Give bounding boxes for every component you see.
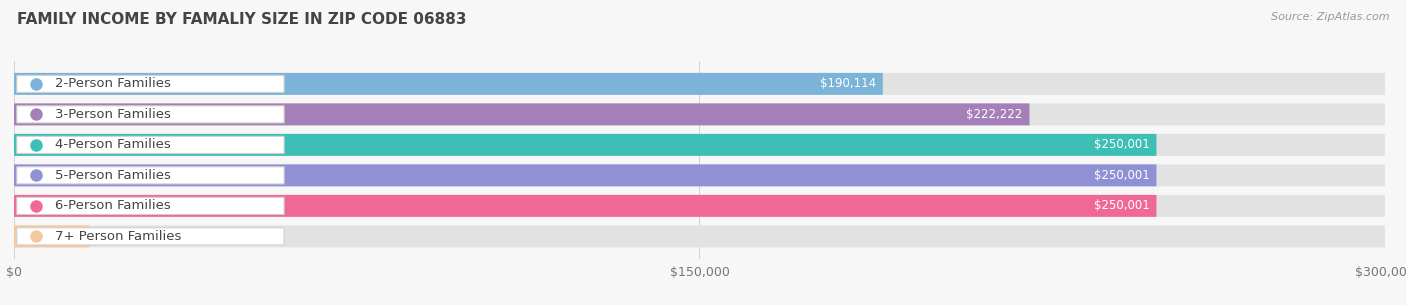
FancyBboxPatch shape: [14, 225, 1385, 247]
Text: 3-Person Families: 3-Person Families: [55, 108, 172, 121]
Text: 7+ Person Families: 7+ Person Families: [55, 230, 181, 243]
FancyBboxPatch shape: [14, 103, 1029, 125]
FancyBboxPatch shape: [14, 195, 1385, 217]
FancyBboxPatch shape: [14, 164, 1385, 186]
FancyBboxPatch shape: [17, 228, 284, 245]
FancyBboxPatch shape: [17, 106, 284, 123]
Text: Source: ZipAtlas.com: Source: ZipAtlas.com: [1271, 12, 1389, 22]
FancyBboxPatch shape: [14, 225, 90, 247]
Text: 2-Person Families: 2-Person Families: [55, 77, 172, 90]
Text: $222,222: $222,222: [966, 108, 1022, 121]
Text: $0: $0: [98, 230, 114, 243]
FancyBboxPatch shape: [14, 134, 1157, 156]
FancyBboxPatch shape: [14, 73, 883, 95]
Text: FAMILY INCOME BY FAMALIY SIZE IN ZIP CODE 06883: FAMILY INCOME BY FAMALIY SIZE IN ZIP COD…: [17, 12, 467, 27]
FancyBboxPatch shape: [17, 167, 284, 184]
Text: 4-Person Families: 4-Person Families: [55, 138, 172, 151]
FancyBboxPatch shape: [14, 164, 1157, 186]
FancyBboxPatch shape: [14, 103, 1385, 125]
Text: $250,001: $250,001: [1094, 169, 1150, 182]
Text: $250,001: $250,001: [1094, 199, 1150, 212]
Text: 5-Person Families: 5-Person Families: [55, 169, 172, 182]
Text: $190,114: $190,114: [820, 77, 876, 90]
FancyBboxPatch shape: [17, 197, 284, 214]
FancyBboxPatch shape: [14, 73, 1385, 95]
Text: $250,001: $250,001: [1094, 138, 1150, 151]
FancyBboxPatch shape: [14, 195, 1157, 217]
FancyBboxPatch shape: [17, 75, 284, 92]
Text: 6-Person Families: 6-Person Families: [55, 199, 172, 212]
FancyBboxPatch shape: [17, 136, 284, 153]
FancyBboxPatch shape: [14, 134, 1385, 156]
